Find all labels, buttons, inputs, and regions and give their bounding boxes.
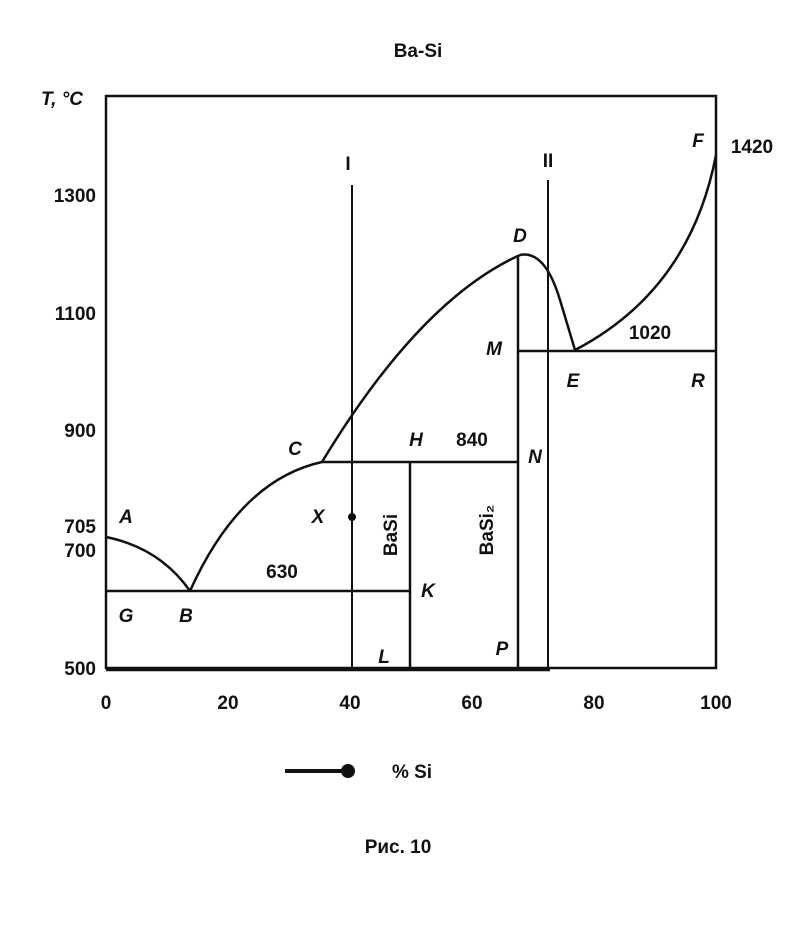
- point-label: E: [567, 371, 581, 392]
- y-tick: 900: [64, 421, 96, 442]
- x-tick: 0: [101, 693, 112, 714]
- curve-cd: [320, 253, 521, 463]
- curve-bc: [188, 460, 323, 592]
- point-label: D: [513, 226, 527, 247]
- temperature-label: 1020: [629, 323, 671, 344]
- temperature-label: 840: [456, 430, 488, 451]
- point-x: [348, 513, 356, 521]
- x-tick: 40: [339, 693, 360, 714]
- compound-label: BaSi₂: [477, 505, 498, 556]
- point-label: A: [118, 507, 133, 528]
- x-tick: 60: [461, 693, 482, 714]
- temperature-label: 630: [266, 562, 298, 583]
- point-label: K: [421, 581, 436, 602]
- caption: Рис. 10: [365, 837, 432, 858]
- x-tick: 100: [700, 693, 732, 714]
- temperature-label: 1420: [731, 137, 773, 158]
- y-tick: 500: [64, 659, 96, 680]
- point-label: H: [409, 430, 424, 451]
- y-tick: 1300: [54, 186, 96, 207]
- point-label: X: [311, 507, 326, 528]
- point-label: M: [486, 339, 503, 360]
- axis-arrow-head: [341, 764, 355, 778]
- point-label: N: [528, 447, 543, 468]
- y-tick: 700: [64, 541, 96, 562]
- section-label: II: [543, 151, 554, 172]
- x-axis-label: % Si: [392, 762, 432, 783]
- point-label: F: [692, 131, 705, 152]
- title: Ba-Si: [394, 41, 443, 62]
- compound-label: BaSi: [381, 514, 402, 556]
- curve-ef: [574, 154, 718, 352]
- frame: [104, 94, 718, 670]
- point-label: R: [691, 371, 705, 392]
- point-label: G: [119, 606, 134, 627]
- x-tick: 80: [583, 693, 604, 714]
- point-label: L: [378, 647, 390, 668]
- curve-ab: [105, 535, 192, 592]
- y-tick: 705: [64, 517, 96, 538]
- y-axis-label: T, °C: [41, 89, 83, 110]
- section-label: I: [345, 154, 350, 175]
- point-label: C: [288, 439, 302, 460]
- x-tick: 20: [217, 693, 238, 714]
- point-label: P: [496, 639, 509, 660]
- curve-de: [519, 253, 577, 351]
- point-label: B: [179, 606, 193, 627]
- y-tick: 1100: [55, 304, 96, 325]
